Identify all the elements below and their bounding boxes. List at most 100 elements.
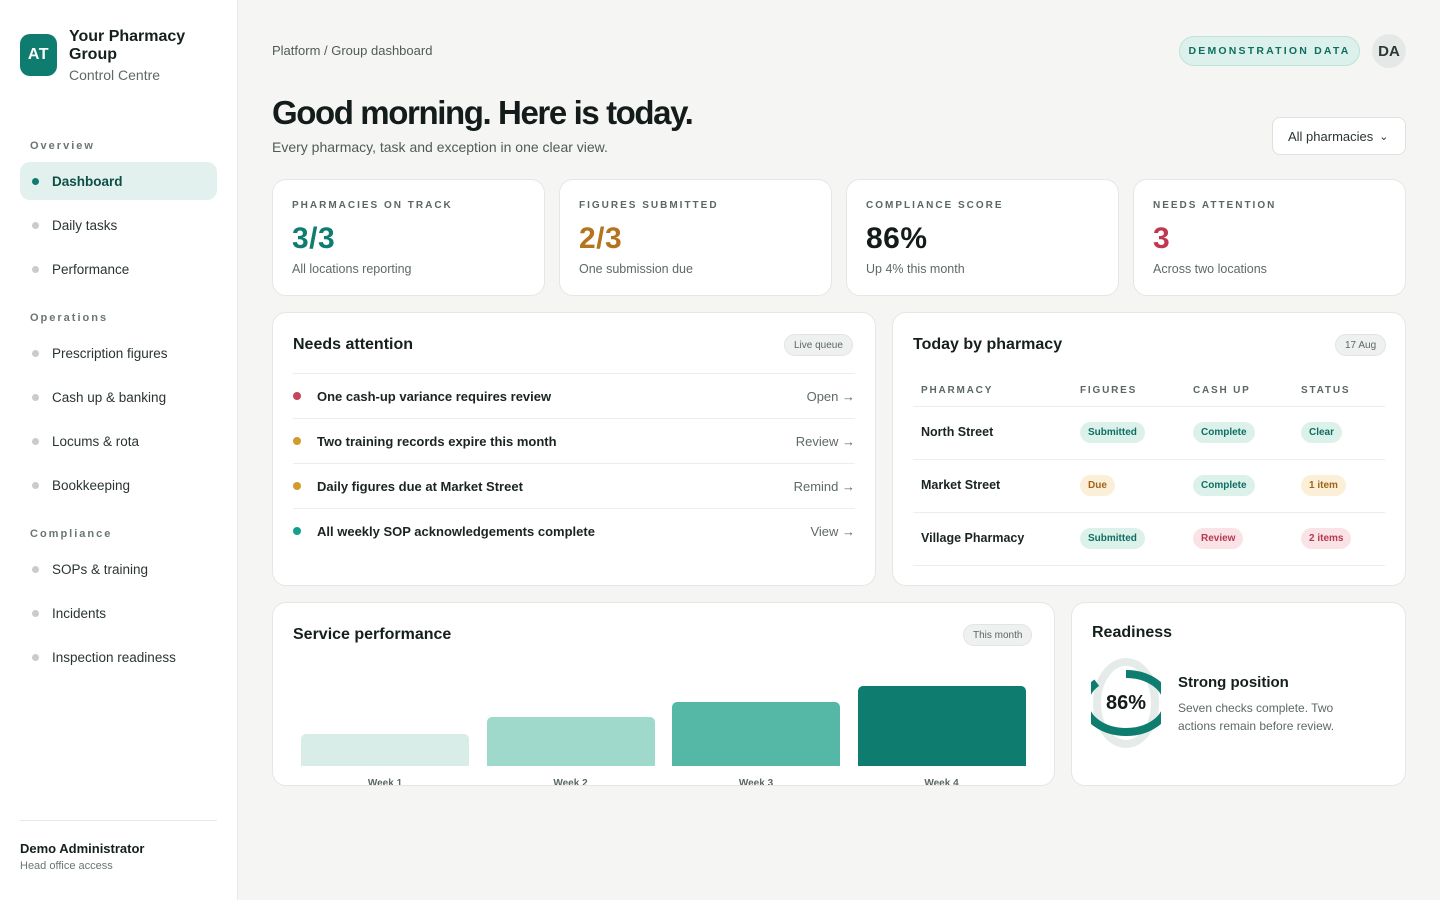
list-item-text: One cash-up variance requires review: [317, 388, 552, 404]
sidebar-item-label: Daily tasks: [52, 217, 118, 233]
dot-icon: [32, 349, 39, 357]
sidebar-item-sops[interactable]: SOPs & training: [20, 550, 217, 588]
cash-up-badge: Complete: [1193, 475, 1255, 496]
divider: [913, 512, 1385, 513]
figures-badge: Submitted: [1080, 528, 1145, 549]
sidebar-item-label: SOPs & training: [52, 561, 149, 577]
cash-up-badge: Review: [1193, 528, 1244, 549]
sidebar-item-bookkeeping[interactable]: Bookkeeping: [20, 466, 217, 504]
dot-icon: [32, 221, 39, 229]
sidebar-item-label: Prescription figures: [52, 345, 168, 361]
stat-card-attention[interactable]: NEEDS ATTENTION 3 Across two locations: [1133, 179, 1406, 296]
stat-value: 86%: [866, 222, 928, 255]
select-value: All pharmacies: [1288, 128, 1374, 144]
chart-bar: [672, 702, 840, 766]
needs-attention-card: Needs attention Live queue One cash-up v…: [272, 312, 876, 586]
sidebar-item-inspection[interactable]: Inspection readiness: [20, 638, 217, 676]
column-header: PHARMACY: [921, 385, 994, 396]
avatar[interactable]: DA: [1372, 34, 1406, 68]
status-badge: Clear: [1301, 422, 1343, 443]
list-item[interactable]: Two training records expire this month R…: [293, 418, 855, 463]
readiness-card: Readiness 86% Strong position Seven chec…: [1071, 602, 1406, 786]
nav-section-overview: Overview: [30, 140, 95, 152]
list-item[interactable]: One cash-up variance requires review Ope…: [293, 373, 855, 418]
readiness-heading: Strong position: [1178, 674, 1289, 691]
pharmacy-name[interactable]: Village Pharmacy: [921, 531, 1025, 545]
divider: [913, 459, 1385, 460]
view-link[interactable]: View →: [810, 523, 855, 539]
stat-note: Across two locations: [1153, 262, 1267, 276]
status-dot-icon: [293, 527, 301, 535]
page-title: Good morning. Here is today.: [272, 94, 694, 131]
stat-note: Up 4% this month: [866, 262, 965, 276]
service-performance-card: Service performance This month Week 1 We…: [272, 602, 1055, 786]
today-by-pharmacy-card: Today by pharmacy 17 Aug PHARMACY FIGURE…: [892, 312, 1406, 586]
brand[interactable]: AT Your Pharmacy Group Control Centre: [20, 28, 209, 83]
list-item-text: All weekly SOP acknowledgements complete: [317, 523, 595, 539]
sidebar-item-prescription-figures[interactable]: Prescription figures: [20, 334, 217, 372]
user-role: Head office access: [20, 860, 113, 872]
brand-subtitle: Control Centre: [69, 67, 161, 83]
breadcrumb[interactable]: Platform / Group dashboard: [272, 43, 433, 58]
stat-value: 2/3: [579, 222, 623, 255]
stat-note: One submission due: [579, 262, 693, 276]
status-badge: 1 item: [1301, 475, 1346, 496]
sidebar-item-performance[interactable]: Performance: [20, 250, 217, 288]
list-item[interactable]: Daily figures due at Market Street Remin…: [293, 463, 855, 508]
pharmacy-filter-select[interactable]: All pharmacies ⌄: [1272, 117, 1406, 155]
dot-icon: [32, 565, 39, 573]
remind-link[interactable]: Remind →: [793, 478, 855, 494]
brand-logo: AT: [20, 34, 57, 76]
card-title: Today by pharmacy: [913, 336, 1063, 353]
stat-card-figures[interactable]: FIGURES SUBMITTED 2/3 One submission due: [559, 179, 832, 296]
chart-bar: [301, 734, 469, 766]
pharmacy-name[interactable]: Market Street: [921, 478, 1001, 492]
chart-x-label: Week 2: [553, 778, 588, 786]
stat-card-compliance[interactable]: COMPLIANCE SCORE 86% Up 4% this month: [846, 179, 1119, 296]
stat-label: COMPLIANCE SCORE: [866, 200, 1004, 211]
gauge-arc: [1091, 670, 1161, 736]
open-link[interactable]: Open →: [806, 388, 855, 404]
user-panel[interactable]: Demo Administrator Head office access: [20, 820, 217, 872]
sidebar-item-label: Dashboard: [52, 173, 123, 189]
gauge-track: [1093, 658, 1159, 748]
dot-icon: [32, 653, 39, 661]
pharmacy-name[interactable]: North Street: [921, 425, 994, 439]
sidebar-item-label: Cash up & banking: [52, 389, 167, 405]
chart-bar: [857, 686, 1026, 766]
review-link[interactable]: Review →: [795, 433, 855, 449]
stat-card-on-track[interactable]: PHARMACIES ON TRACK 3/3 All locations re…: [272, 179, 545, 296]
dot-icon: [32, 437, 39, 445]
date-pill: 17 Aug: [1335, 334, 1387, 356]
chart-x-label: Week 4: [924, 778, 959, 786]
readiness-description: Seven checks complete. Two actions remai…: [1178, 701, 1335, 733]
figures-badge: Due: [1080, 475, 1115, 496]
stat-value: 3: [1153, 222, 1171, 255]
sidebar-item-cash-up[interactable]: Cash up & banking: [20, 378, 217, 416]
chart-bar: [486, 717, 655, 766]
dot-icon: [32, 265, 39, 273]
status-dot-icon: [293, 482, 301, 490]
live-queue-pill: Live queue: [784, 334, 853, 356]
sidebar: AT Your Pharmacy Group Control Centre Ov…: [0, 0, 238, 900]
list-item[interactable]: All weekly SOP acknowledgements complete…: [293, 508, 855, 553]
sidebar-item-label: Inspection readiness: [52, 649, 176, 665]
this-month-pill: This month: [963, 624, 1033, 646]
demo-badge: DEMONSTRATION DATA: [1179, 36, 1360, 66]
column-header: CASH UP: [1193, 385, 1251, 396]
stat-note: All locations reporting: [292, 262, 412, 276]
chart-x-label: Week 3: [738, 778, 774, 786]
sidebar-item-daily-tasks[interactable]: Daily tasks: [20, 206, 217, 244]
figures-badge: Submitted: [1080, 422, 1145, 443]
stat-label: FIGURES SUBMITTED: [579, 200, 719, 211]
page-subtitle: Every pharmacy, task and exception in on…: [272, 139, 608, 155]
sidebar-item-incidents[interactable]: Incidents: [20, 594, 217, 632]
readiness-gauge: [1091, 658, 1161, 748]
sidebar-item-locums[interactable]: Locums & rota: [20, 422, 217, 460]
sidebar-item-label: Locums & rota: [52, 433, 140, 449]
dot-icon: [32, 393, 39, 401]
status-badge: 2 items: [1301, 528, 1352, 549]
sidebar-item-dashboard[interactable]: Dashboard: [20, 162, 217, 200]
dot-icon: [32, 481, 39, 489]
user-name: Demo Administrator: [20, 841, 145, 856]
